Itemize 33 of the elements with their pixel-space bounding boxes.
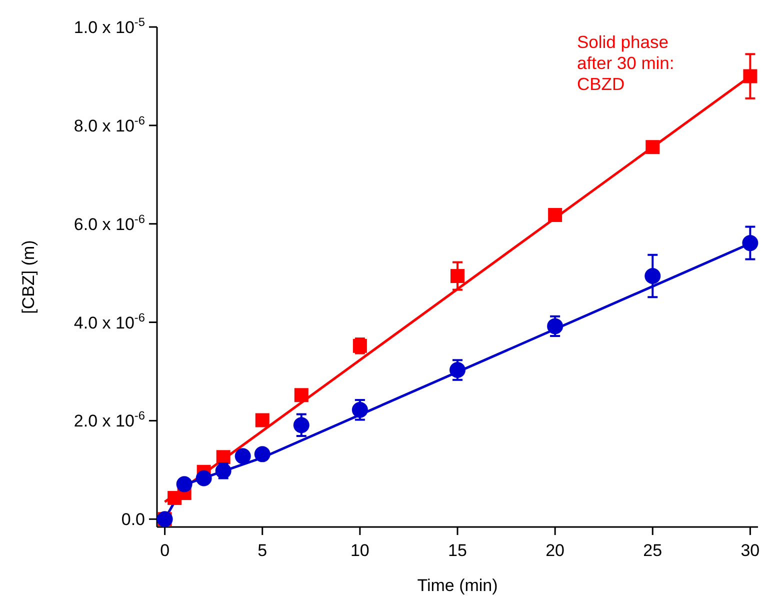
point (742, 235, 758, 252)
y-tick-label: 2.0 x 10$^{-6}$ (74, 408, 146, 431)
point (294, 388, 308, 402)
y-tick-label: 6.0 x 10$^{-6}$ (74, 212, 146, 234)
point (450, 362, 466, 378)
y-tick-label: 0.0 (121, 510, 145, 530)
y-tick-label: 4.0 x 10$^{-6}$ (74, 310, 146, 332)
point (255, 413, 270, 428)
point (234, 448, 251, 464)
x-tick-label: 20 (546, 541, 565, 560)
point (293, 417, 310, 434)
x-axis-title: Time (min) (417, 576, 498, 595)
point (450, 269, 464, 284)
x-tick-label: 10 (350, 541, 370, 560)
point (547, 318, 564, 334)
point (646, 140, 660, 154)
point (548, 208, 562, 222)
annotation: Solid phase after 30 min: CBZD (577, 32, 674, 94)
y-tick-label: 1.0 x 10$^{-5}$ (74, 15, 146, 37)
x-tick-label: 30 (740, 541, 760, 560)
point (254, 446, 270, 462)
y-axis-title: [CBZ] (m) (19, 240, 38, 314)
point (644, 268, 661, 284)
x-tick-label: 25 (643, 541, 662, 560)
y-tick-label: 8.0 x 10$^{-6}$ (74, 113, 146, 136)
point (196, 470, 212, 486)
point (743, 69, 758, 84)
point (216, 450, 230, 464)
x-tick-label: 5 (258, 541, 268, 560)
point (352, 402, 368, 418)
x-tick-label: 0 (160, 541, 170, 560)
point (176, 476, 192, 492)
x-tick-label: 15 (448, 541, 467, 560)
